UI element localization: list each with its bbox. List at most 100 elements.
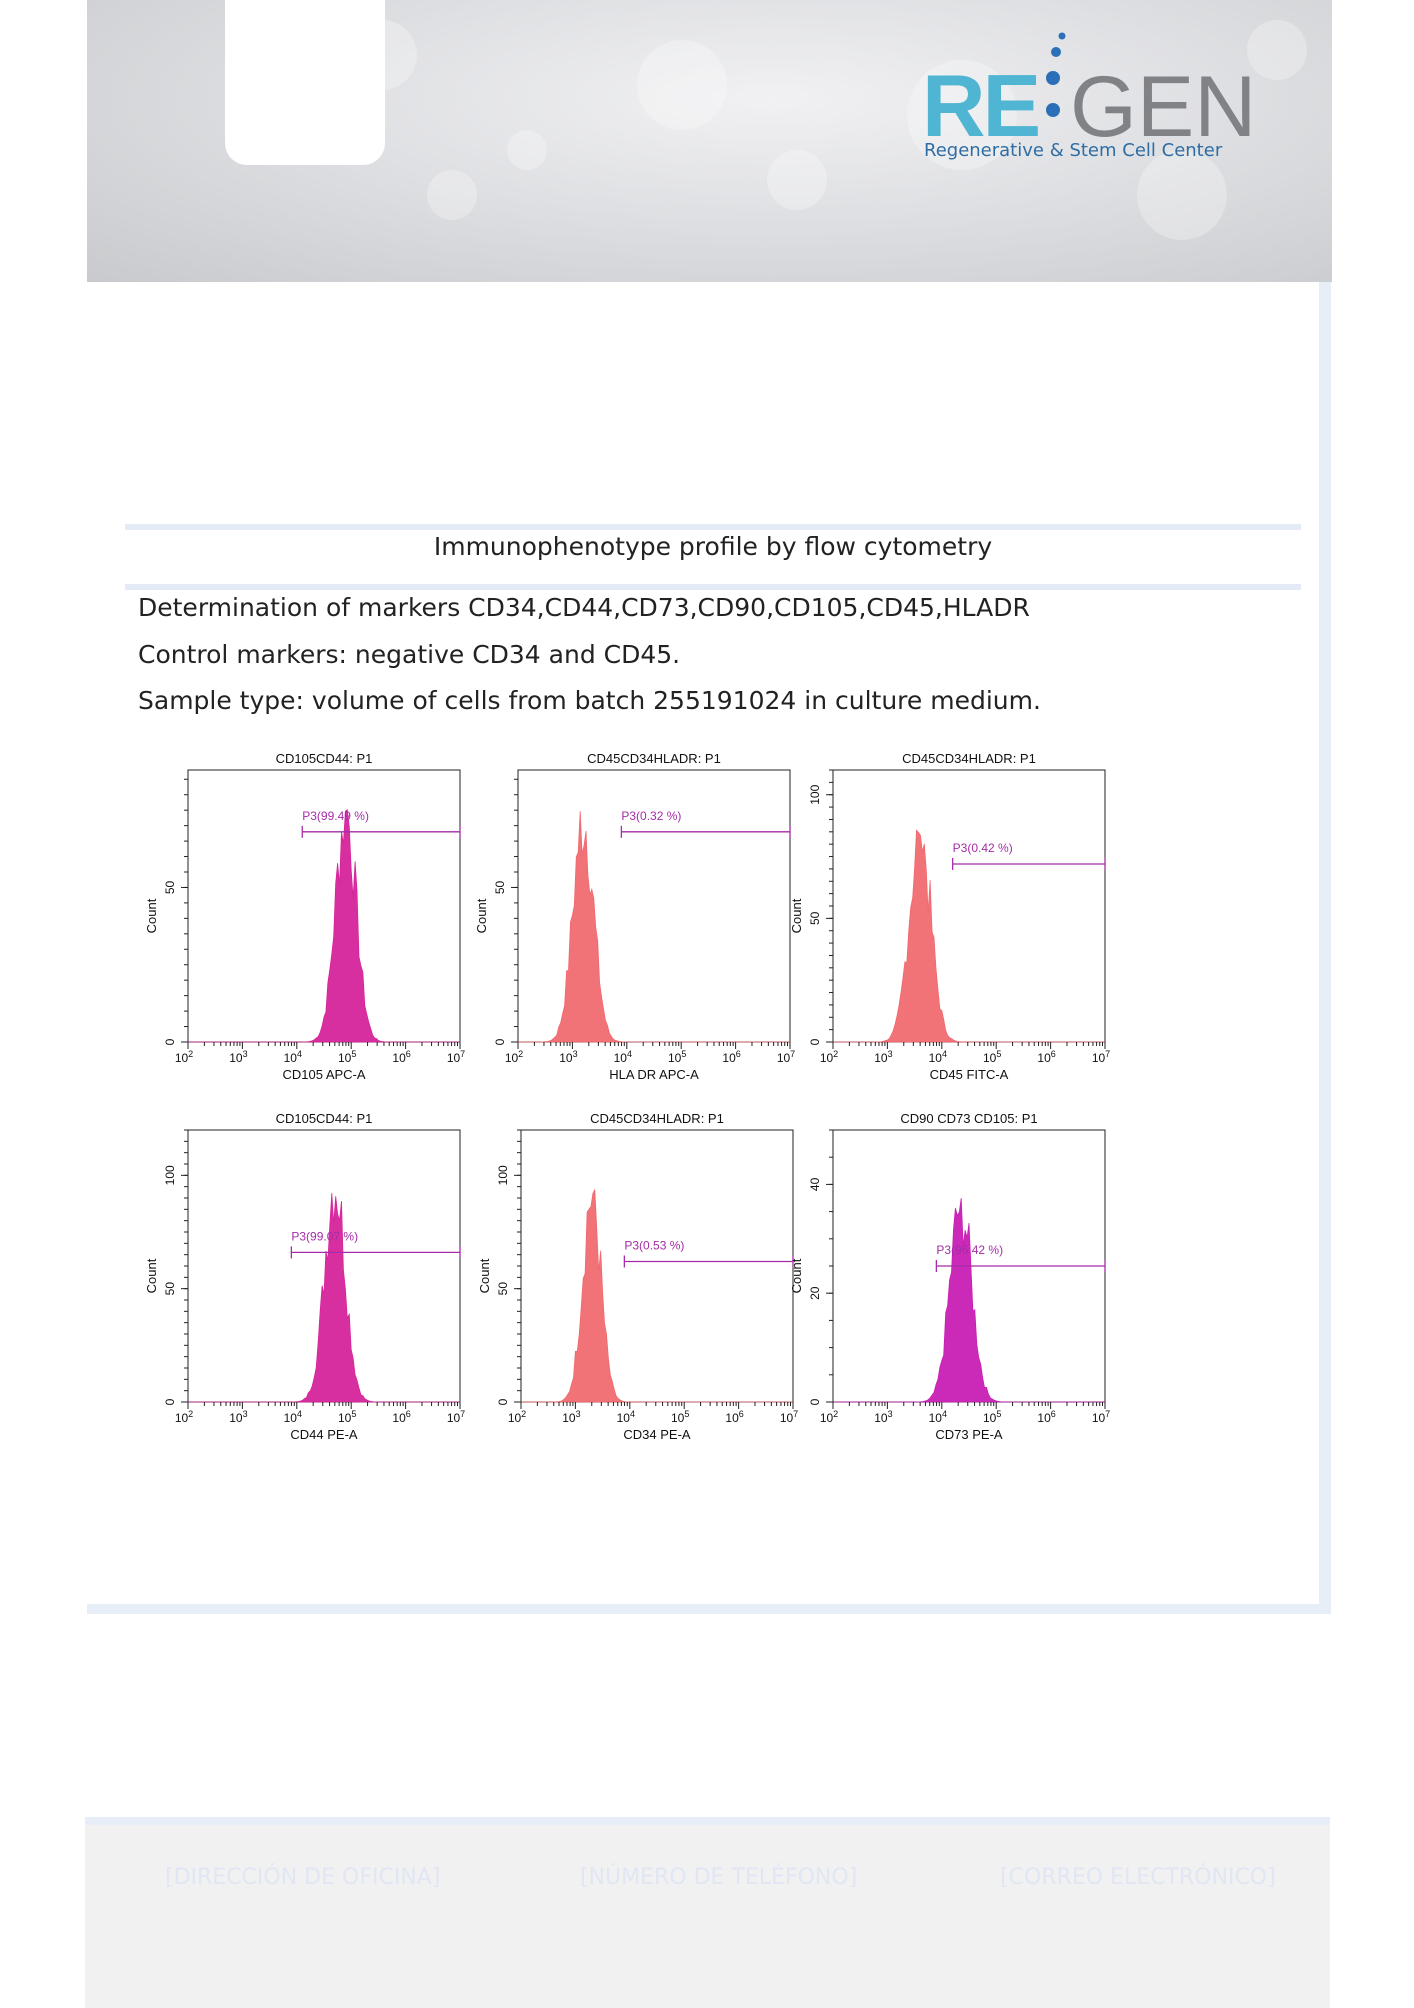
y-axis-label: Count — [144, 898, 159, 933]
control-line: Control markers: negative CD34 and CD45. — [138, 640, 681, 669]
logo-subtitle: Regenerative & Stem Cell Center — [924, 140, 1223, 161]
x-tick-label: 106 — [1037, 1409, 1055, 1425]
x-tick-label: 102 — [175, 1049, 193, 1065]
x-tick-label: 102 — [505, 1049, 523, 1065]
x-axis-label: CD105 APC-A — [282, 1067, 365, 1082]
histogram-cd34: CD45CD34HLADR: P1 P3(0.53 %) 102 103 104 105 1… — [477, 1111, 798, 1442]
gate-label: P3(0.53 %) — [624, 1238, 684, 1252]
logo-gen-text: GEN — [1070, 59, 1257, 155]
x-tick-label: 105 — [983, 1049, 1001, 1065]
x-tick-label: 103 — [559, 1049, 577, 1065]
report-title: Immunophenotype profile by flow cytometr… — [433, 532, 993, 561]
y-tick-label: 50 — [163, 1282, 177, 1296]
histogram-cd105: CD105CD44: P1 P3(99.49 %) 102 103 104 105 106 1… — [144, 751, 465, 1082]
regen-logo: RE GEN Regenerative & Stem Cell Center — [922, 30, 1262, 170]
x-tick-label: 102 — [820, 1409, 838, 1425]
x-tick-label: 105 — [983, 1409, 1001, 1425]
y-tick-label: 50 — [496, 1282, 510, 1296]
x-axis-label: CD73 PE-A — [935, 1427, 1003, 1442]
y-tick-label: 100 — [163, 1165, 177, 1185]
y-tick-label: 0 — [493, 1038, 507, 1045]
x-axis-label: CD45 FITC-A — [930, 1067, 1009, 1082]
histogram-cd45: CD45CD34HLADR: P1 P3(0.42 %) 102 103 104 105 1… — [789, 751, 1110, 1082]
plot-frame — [832, 769, 1106, 1043]
y-tick-label: 50 — [163, 880, 177, 894]
y-axis-label: Count — [789, 1258, 804, 1293]
footer-phone: [NÚMERO DE TELÉFONO] — [580, 1865, 858, 1890]
chart-title: CD105CD44: P1 — [276, 751, 373, 766]
x-tick-label: 105 — [338, 1049, 356, 1065]
x-tick-label: 107 — [447, 1409, 465, 1425]
x-tick-label: 107 — [447, 1049, 465, 1065]
histogram-series — [833, 1198, 1105, 1403]
x-tick-label: 102 — [175, 1409, 193, 1425]
gate-label: P3(0.32 %) — [621, 809, 681, 823]
y-tick-label: 40 — [808, 1177, 822, 1191]
histogram-series — [518, 811, 790, 1043]
gate-label: P3(99.49 %) — [302, 809, 369, 823]
gate-label: P3(0.42 %) — [953, 841, 1013, 855]
y-axis-label: Count — [144, 1258, 159, 1293]
plot-frame — [520, 1129, 794, 1403]
gate-label: P3(96.42 %) — [936, 1243, 1003, 1257]
x-tick-label: 104 — [929, 1409, 947, 1425]
histogram-cd73: CD90 CD73 CD105: P1 P3(96.42 %) 102 103 104 1… — [789, 1111, 1110, 1442]
x-tick-label: 107 — [1092, 1409, 1110, 1425]
x-tick-label: 103 — [874, 1049, 892, 1065]
x-tick-label: 103 — [229, 1049, 247, 1065]
chart-title: CD45CD34HLADR: P1 — [590, 1111, 724, 1126]
footer-email: [CORREO ELECTRÓNICO] — [1000, 1865, 1276, 1890]
histogram-series — [833, 829, 1105, 1043]
y-tick-label: 20 — [808, 1286, 822, 1300]
markers-line: Determination of markers CD34,CD44,CD73,… — [138, 593, 1030, 622]
gate-label: P3(99.07 %) — [291, 1229, 358, 1243]
y-tick-label: 100 — [496, 1165, 510, 1185]
x-tick-label: 103 — [874, 1409, 892, 1425]
x-tick-label: 106 — [392, 1409, 410, 1425]
title-rule-top — [125, 524, 1301, 530]
logo-dots-icon — [1046, 32, 1066, 117]
chart-title: CD90 CD73 CD105: P1 — [900, 1111, 1037, 1126]
x-tick-label: 105 — [668, 1049, 686, 1065]
y-tick-label: 0 — [496, 1398, 510, 1405]
x-tick-label: 103 — [229, 1409, 247, 1425]
y-tick-label: 50 — [808, 911, 822, 925]
footer-bar: [DIRECCIÓN DE OFICINA] [NÚMERO DE TELÉFO… — [85, 1817, 1330, 2008]
x-tick-label: 104 — [617, 1409, 635, 1425]
logo-re-text: RE — [922, 56, 1041, 155]
x-tick-label: 104 — [929, 1049, 947, 1065]
x-tick-label: 104 — [614, 1049, 632, 1065]
chart-title: CD45CD34HLADR: P1 — [902, 751, 1036, 766]
x-tick-label: 102 — [820, 1049, 838, 1065]
y-tick-label: 0 — [808, 1398, 822, 1405]
x-tick-label: 104 — [284, 1049, 302, 1065]
x-tick-label: 106 — [725, 1409, 743, 1425]
report-card — [87, 282, 1331, 1614]
x-tick-label: 106 — [1037, 1049, 1055, 1065]
x-tick-label: 107 — [1092, 1049, 1110, 1065]
title-rule-bottom — [125, 584, 1301, 590]
x-axis-label: HLA DR APC-A — [609, 1067, 699, 1082]
histogram-cd44: CD105CD44: P1 P3(99.07 %) 102 103 104 105 106 1… — [144, 1111, 465, 1442]
y-tick-label: 0 — [163, 1398, 177, 1405]
x-tick-label: 103 — [562, 1409, 580, 1425]
x-axis-label: CD44 PE-A — [290, 1427, 358, 1442]
x-tick-label: 104 — [284, 1409, 302, 1425]
y-tick-label: 0 — [163, 1038, 177, 1045]
y-axis-label: Count — [474, 898, 489, 933]
histogram-series — [521, 1189, 793, 1403]
header-banner — [87, 0, 1332, 282]
sample-line: Sample type: volume of cells from batch … — [138, 686, 1041, 715]
y-axis-label: Count — [477, 1258, 492, 1293]
y-tick-label: 50 — [493, 880, 507, 894]
x-tick-label: 105 — [338, 1409, 356, 1425]
histogram-series — [188, 809, 460, 1043]
chart-title: CD105CD44: P1 — [276, 1111, 373, 1126]
chart-title: CD45CD34HLADR: P1 — [587, 751, 721, 766]
x-tick-label: 102 — [508, 1409, 526, 1425]
x-axis-label: CD34 PE-A — [623, 1427, 691, 1442]
header-tab — [225, 0, 385, 165]
x-tick-label: 106 — [392, 1049, 410, 1065]
x-tick-label: 106 — [722, 1049, 740, 1065]
histogram-hladr: CD45CD34HLADR: P1 P3(0.32 %) 102 103 104 105 1… — [474, 751, 795, 1082]
